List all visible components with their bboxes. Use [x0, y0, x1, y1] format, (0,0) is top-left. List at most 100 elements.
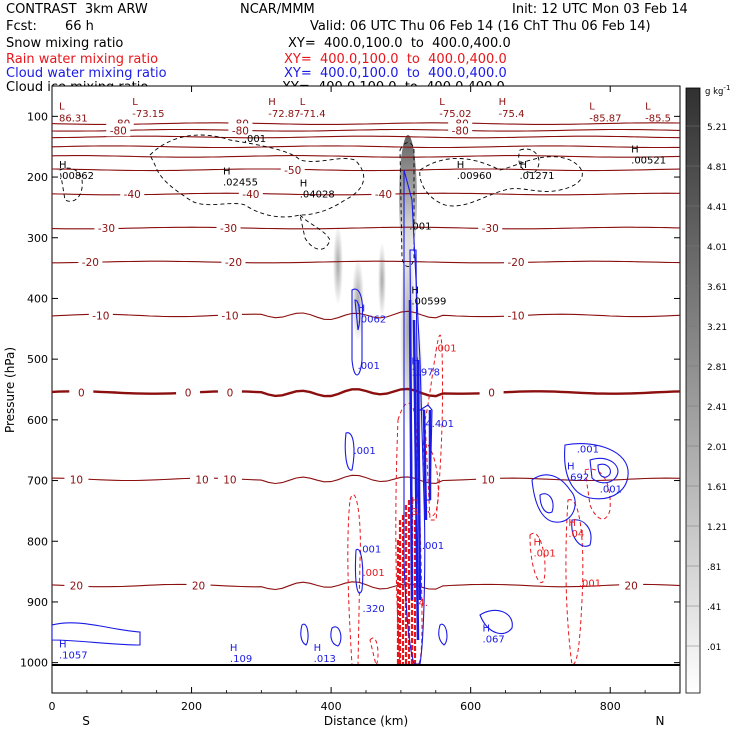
cloud-contour: [344, 432, 355, 471]
cloud-core-line: [412, 319, 420, 641]
isotherm-label: 10: [223, 474, 236, 486]
isotherm-label-bg: [186, 578, 211, 592]
x-tick-label: 800: [600, 700, 621, 713]
south-label: S: [82, 714, 90, 728]
cloud-extremum-value: .013: [314, 654, 336, 665]
isotherm-label: 10: [195, 474, 208, 486]
ice-label: H.00599: [411, 285, 446, 307]
isotherm-label-bg: [120, 187, 145, 201]
isotherm-label-bg: [228, 123, 253, 137]
cloud-label: H.109: [230, 643, 252, 665]
rain-label: 4.: [418, 598, 428, 609]
rain-contour-value: .001: [434, 344, 456, 355]
ice-label: H.00960: [457, 160, 492, 182]
isotherm-label: -20: [225, 257, 242, 269]
isotherm-label-bg: [238, 187, 263, 201]
ice-extremum-value: .02455: [223, 177, 258, 188]
isotherm-label-bg: [221, 255, 246, 269]
cloud-contour: [589, 457, 619, 484]
isotherm-label-bg: [371, 187, 396, 201]
field-xy-cloud-water: XY= 400.0,100.0 to 400.0,400.0: [284, 66, 507, 81]
isotherm-lines: [52, 122, 680, 591]
temp-extremum-value: -73.15: [132, 109, 164, 120]
rain-extremum-value: 3.: [411, 507, 421, 518]
isotherm-label: -30: [220, 223, 237, 235]
valid-time: Valid: 06 UTC Thu 06 Feb 14 (16 ChT Thu …: [310, 19, 651, 34]
cloud-extremum-type: H: [59, 639, 67, 650]
colorbar-label: 1.21: [707, 523, 727, 533]
colorbar-label: .01: [707, 643, 721, 653]
ice-contour: [149, 134, 365, 218]
rain-label: H.001: [533, 537, 555, 559]
x-axis-label: Distance (km): [324, 714, 408, 728]
cloud-contour: [539, 493, 554, 514]
y-tick-label: 400: [27, 292, 48, 305]
rain-label: H.04: [568, 518, 584, 540]
colorbar-unit: g kg-1: [705, 84, 730, 97]
model-title: CONTRAST 3km ARW: [6, 2, 148, 17]
temp-extremum-value: -75.4: [499, 109, 525, 120]
init-time: Init: 12 UTC Mon 03 Feb 14: [512, 2, 688, 17]
temp-extremum: L-73.15: [132, 97, 164, 120]
rain-contour: [584, 468, 611, 520]
rain-contour-value: .001: [363, 568, 385, 579]
y-tick-label: 200: [27, 171, 48, 184]
cloud-label: .320: [363, 604, 385, 615]
ice-extremum-value: .00960: [457, 171, 492, 182]
ice-contour-value: .001: [409, 222, 431, 233]
colorbar-label: .81: [707, 563, 721, 573]
isotherm-20: [52, 581, 680, 591]
x-tick-label: 600: [460, 700, 481, 713]
rain-extremum-value: .001: [533, 548, 555, 559]
isotherm-label: 10: [481, 474, 494, 486]
temp-extremum-value: -72.87: [268, 109, 300, 120]
colorbar-label: 2.81: [707, 363, 727, 373]
ice-extremum-value: .00521: [631, 156, 666, 167]
cloud-contour-value: .001: [600, 484, 622, 495]
isotherm-label-bg: [504, 255, 529, 269]
isotherm-label-bg: [280, 162, 305, 176]
isotherm--20: [52, 260, 680, 264]
isotherm-label-bg: [448, 123, 473, 137]
cloud-contour: [531, 474, 576, 523]
isotherm-label-bg: [619, 578, 644, 592]
isotherm-label: -80: [110, 125, 127, 137]
cloud-extremum-value: .109: [230, 654, 252, 665]
colorbar-label: .41: [707, 603, 721, 613]
temp-extremum-value: -85.87: [589, 113, 621, 124]
ice-label: .001: [244, 134, 266, 145]
cloud-contour: [354, 548, 364, 594]
isotherm-label: -40: [242, 189, 259, 201]
ice-extremum-type: H: [457, 160, 465, 171]
rain-contour: [369, 637, 379, 667]
isotherm--80: [52, 128, 680, 132]
temp-extremum: L-75.02: [439, 97, 471, 120]
temp-extremum-type: L: [59, 101, 65, 112]
isotherm-label: -10: [221, 310, 238, 322]
cloud-label: .001: [353, 446, 375, 457]
isotherm-label-bg: [69, 385, 94, 399]
isotherm-label-bg: [78, 255, 103, 269]
isotherm--80: [52, 122, 680, 125]
snow-patch: [333, 225, 343, 305]
y-tick-label: 300: [27, 232, 48, 245]
isotherm-label-bg: [216, 221, 241, 235]
rain-label: H3.: [411, 496, 421, 518]
ice-extremum-value: .04028: [300, 190, 335, 201]
cloud-contour-value: .001: [353, 446, 375, 457]
isotherm--60: [52, 145, 680, 149]
colorbar-label: 3.61: [707, 283, 727, 293]
cloud-contour: [300, 623, 309, 646]
cloud-core-line: [408, 299, 414, 601]
cloud-contour-value: .001: [577, 444, 599, 455]
cloud-extremum-value: .692: [567, 472, 589, 483]
rain-extremum-type: H: [533, 537, 541, 548]
isotherm-label: -30: [482, 223, 499, 235]
isotherm-label: -80: [452, 125, 469, 137]
ice-extremum-value: .00862: [59, 171, 94, 182]
isotherm-label-bg: [478, 221, 503, 235]
cloud-extremum-value: .0062: [358, 315, 387, 326]
cloud-contour-value: .001: [422, 541, 444, 552]
ice-extremum-type: H: [411, 285, 419, 296]
rain-contour-value: 4.: [418, 598, 428, 609]
